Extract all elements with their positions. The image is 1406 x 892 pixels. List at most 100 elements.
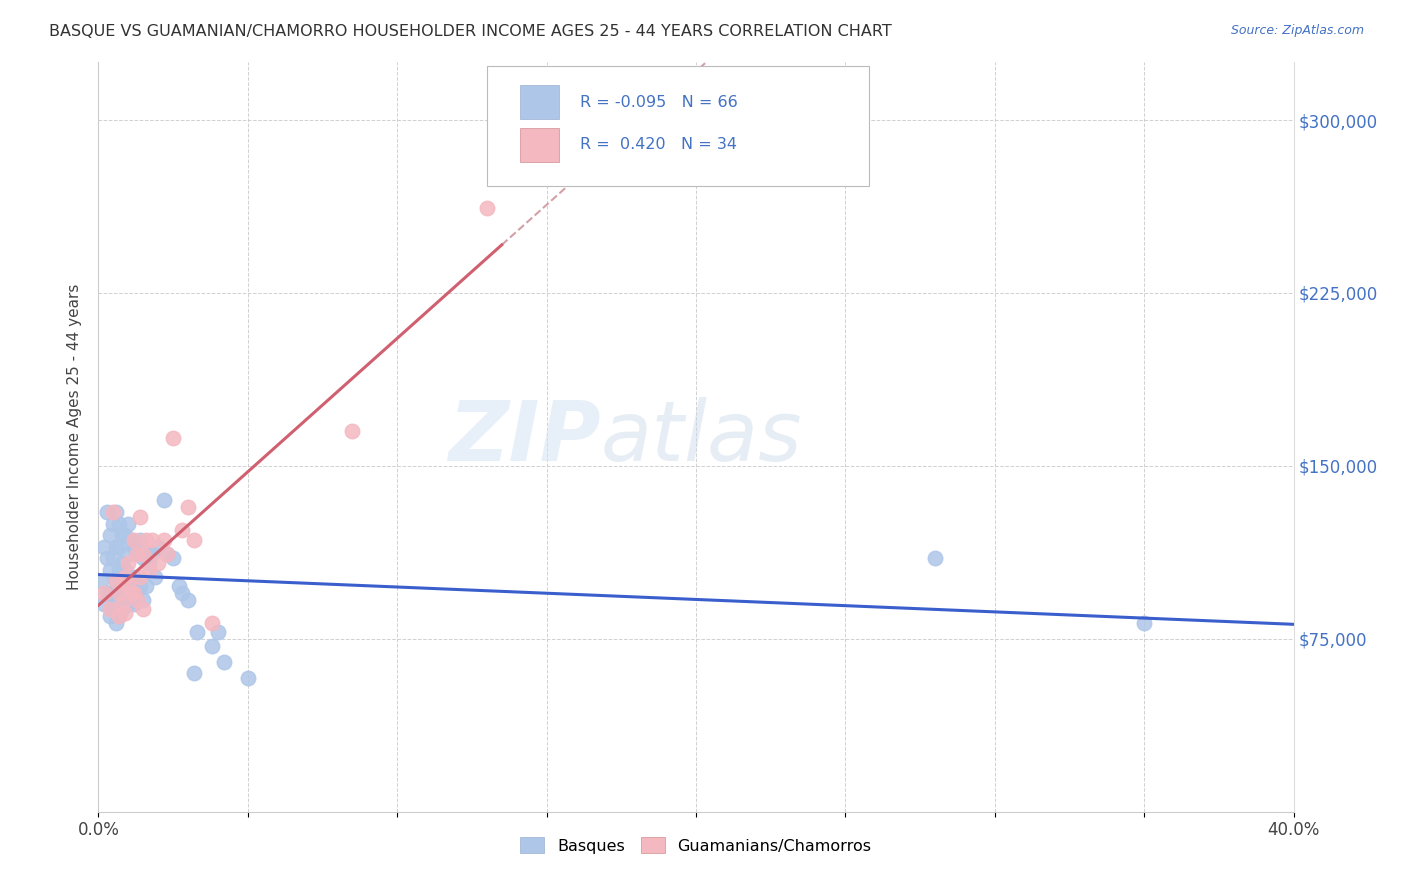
Point	[162, 551, 184, 566]
Point	[177, 592, 200, 607]
Point	[98, 585, 122, 599]
Point	[135, 547, 157, 561]
Point	[201, 615, 224, 630]
Point	[138, 556, 160, 570]
Point	[132, 547, 155, 561]
Point	[98, 563, 122, 577]
Point	[105, 505, 128, 519]
Point	[167, 579, 190, 593]
Point	[141, 533, 163, 547]
Legend: Basques, Guamanians/Chamorros: Basques, Guamanians/Chamorros	[515, 830, 877, 860]
Point	[132, 602, 155, 616]
Point	[117, 574, 139, 589]
Point	[103, 516, 125, 531]
Point	[93, 585, 115, 599]
Y-axis label: Householder Income Ages 25 - 44 years: Householder Income Ages 25 - 44 years	[67, 284, 83, 591]
Text: R =  0.420   N = 34: R = 0.420 N = 34	[581, 137, 737, 153]
Point	[201, 639, 224, 653]
Point	[108, 608, 131, 623]
Point	[114, 585, 136, 599]
Point	[183, 533, 205, 547]
Point	[114, 563, 136, 577]
Point	[177, 500, 200, 515]
Point	[1133, 615, 1156, 630]
Text: atlas: atlas	[600, 397, 801, 477]
Point	[132, 592, 155, 607]
Point	[141, 547, 163, 561]
Point	[127, 592, 149, 607]
Point	[124, 569, 146, 583]
Point	[127, 583, 149, 598]
Point	[124, 585, 146, 599]
FancyBboxPatch shape	[486, 66, 869, 186]
Point	[156, 547, 179, 561]
Point	[90, 574, 112, 589]
Point	[108, 608, 131, 623]
Point	[108, 540, 131, 554]
Point	[108, 585, 131, 599]
Point	[111, 556, 134, 570]
Point	[96, 505, 118, 519]
Point	[98, 602, 122, 616]
Point	[105, 574, 128, 589]
Point	[103, 602, 125, 616]
Point	[105, 597, 128, 611]
Point	[172, 585, 194, 599]
Point	[98, 608, 122, 623]
Point	[153, 533, 176, 547]
Point	[93, 540, 115, 554]
Point	[127, 547, 149, 561]
Text: ZIP: ZIP	[447, 397, 600, 477]
Text: BASQUE VS GUAMANIAN/CHAMORRO HOUSEHOLDER INCOME AGES 25 - 44 YEARS CORRELATION C: BASQUE VS GUAMANIAN/CHAMORRO HOUSEHOLDER…	[49, 24, 891, 39]
Point	[114, 528, 136, 542]
Point	[120, 585, 142, 599]
Point	[135, 579, 157, 593]
Point	[342, 425, 364, 439]
Point	[124, 533, 146, 547]
Point	[111, 579, 134, 593]
Point	[120, 574, 142, 589]
Point	[114, 569, 136, 583]
Bar	[520, 86, 558, 119]
Point	[108, 585, 131, 599]
Text: R = -0.095   N = 66: R = -0.095 N = 66	[581, 95, 738, 110]
Point	[108, 563, 131, 577]
Point	[475, 201, 498, 215]
Point	[236, 671, 259, 685]
Point	[93, 597, 115, 611]
Point	[129, 569, 152, 583]
Point	[156, 547, 179, 561]
Point	[129, 509, 152, 524]
Point	[117, 547, 139, 561]
Point	[103, 585, 125, 599]
Point	[148, 540, 170, 554]
Point	[120, 533, 142, 547]
Point	[103, 551, 125, 566]
Point	[129, 579, 152, 593]
Point	[105, 615, 128, 630]
Point	[124, 540, 146, 554]
Point	[162, 431, 184, 445]
Point	[96, 551, 118, 566]
Point	[111, 574, 134, 589]
Point	[129, 533, 152, 547]
Point	[105, 574, 128, 589]
Text: Source: ZipAtlas.com: Source: ZipAtlas.com	[1230, 24, 1364, 37]
Point	[138, 563, 160, 577]
Point	[103, 505, 125, 519]
Point	[117, 516, 139, 531]
Point	[132, 551, 155, 566]
Point	[212, 655, 235, 669]
Point	[117, 579, 139, 593]
Point	[143, 569, 166, 583]
Point	[111, 602, 134, 616]
Point	[117, 556, 139, 570]
Point	[96, 585, 118, 599]
Point	[108, 516, 131, 531]
Point	[207, 624, 229, 639]
Point	[135, 533, 157, 547]
Point	[148, 556, 170, 570]
Bar	[520, 128, 558, 161]
Point	[98, 528, 122, 542]
Point	[117, 597, 139, 611]
